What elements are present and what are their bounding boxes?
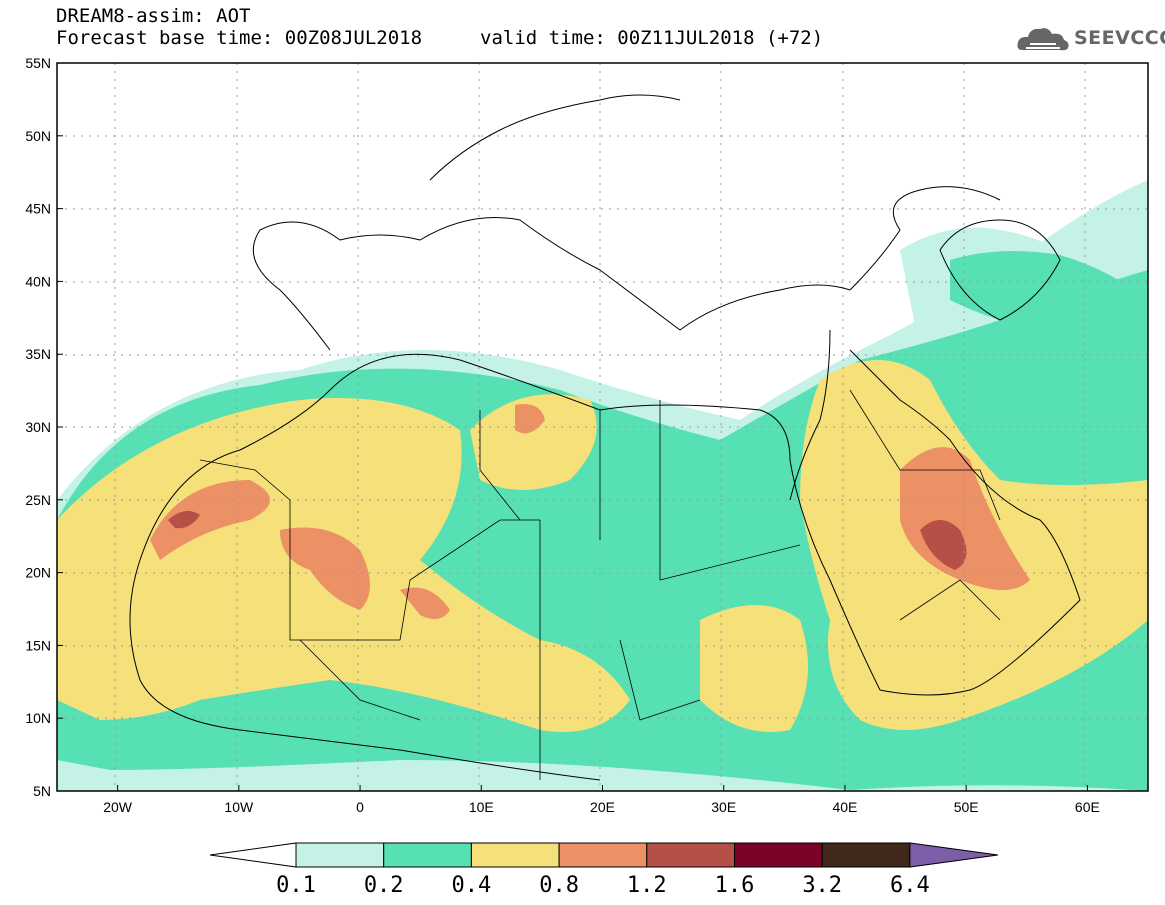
aot-contour-0.8-libya <box>515 404 545 434</box>
lon-label: 50E <box>954 799 979 815</box>
colorbar-swatch <box>295 842 385 868</box>
lon-label: 60E <box>1075 799 1100 815</box>
lat-label: 55N <box>25 55 51 71</box>
colorbar-swatch <box>734 842 823 868</box>
lat-label: 10N <box>25 710 51 726</box>
borders <box>199 389 1001 780</box>
graticule <box>57 63 1148 791</box>
latitude-labels: 55N 50N 45N 40N 35N 30N 25N 20N 15N 10N 5N <box>25 55 63 799</box>
cloud-icon <box>1017 28 1069 51</box>
seevccc-logo: SEEVCCC <box>1016 24 1165 56</box>
longitude-labels: 20W 10W 0 10E 20E 30E 40E 50E 60E <box>103 785 1100 815</box>
aot-contour-1.2-arabia <box>920 520 967 570</box>
aot-contour-0.8-mali <box>280 527 370 610</box>
colorbar-label: 0.4 <box>452 873 492 898</box>
forecast-base-time: Forecast base time: 00Z08JUL2018 <box>56 27 423 49</box>
colorbar-swatch <box>558 842 648 868</box>
product-title: DREAM8-assim: AOT <box>56 5 251 27</box>
aot-contour-0.4-libya <box>470 394 597 490</box>
colorbar-label: 3.2 <box>802 873 842 898</box>
lon-label: 30E <box>711 799 736 815</box>
colorbar-low-arrow <box>209 842 297 868</box>
aot-contour-0.8-mauritania <box>150 480 270 560</box>
logo-text: SEEVCCC <box>1074 27 1165 49</box>
aot-field <box>57 63 1148 791</box>
lon-label: 0 <box>356 799 364 815</box>
lat-label: 15N <box>25 637 51 653</box>
coastlines <box>129 94 1081 781</box>
lat-label: 45N <box>25 201 51 217</box>
colorbar-label: 1.2 <box>627 873 667 898</box>
aot-contour-0.8-niger <box>400 587 450 619</box>
lat-label: 50N <box>25 128 51 144</box>
lon-label: 20W <box>103 799 133 815</box>
lon-label: 10W <box>224 799 254 815</box>
colorbar-label: 0.1 <box>276 873 316 898</box>
colorbar-label: 1.6 <box>715 873 755 898</box>
lat-label: 40N <box>25 273 51 289</box>
aot-contour-1.2-mauritania <box>168 511 200 529</box>
colorbar-swatch <box>383 842 472 868</box>
colorbar-label: 0.2 <box>364 873 404 898</box>
lat-label: 20N <box>25 565 51 581</box>
aot-contour-0.8-arabia <box>900 447 1030 590</box>
colorbar-swatch <box>821 842 911 868</box>
lat-label: 5N <box>33 783 51 799</box>
colorbar-swatch <box>646 842 735 868</box>
lat-label: 35N <box>25 346 51 362</box>
colorbar-high-arrow <box>909 842 998 868</box>
lon-label: 10E <box>469 799 494 815</box>
lat-label: 25N <box>25 492 51 508</box>
lon-label: 40E <box>832 799 857 815</box>
colorbar-label: 6.4 <box>890 873 930 898</box>
colorbar-label: 0.8 <box>539 873 579 898</box>
colorbar-swatch <box>470 842 560 868</box>
valid-time: valid time: 00Z11JUL2018 (+72) <box>480 27 824 49</box>
colorbar: 0.1 0.2 0.4 0.8 1.2 1.6 3.2 6.4 <box>209 842 998 898</box>
lat-label: 30N <box>25 419 51 435</box>
aot-contour-0.4-sudan <box>700 605 808 732</box>
aot-contour-0.2-central-asia <box>950 251 1148 360</box>
lon-label: 20E <box>590 799 615 815</box>
